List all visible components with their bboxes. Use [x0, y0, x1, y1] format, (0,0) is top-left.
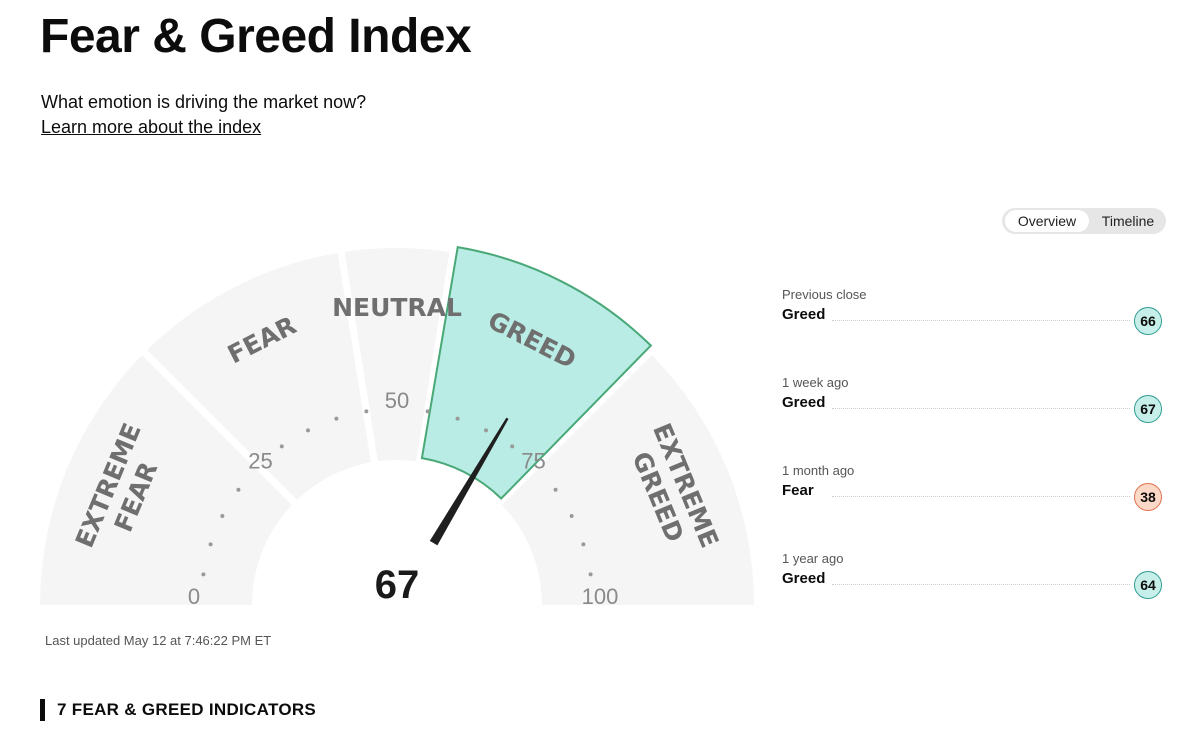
history-value-badge: 67: [1134, 395, 1162, 423]
history-label: 1 month ago: [782, 463, 855, 478]
learn-more-link[interactable]: Learn more about the index: [41, 117, 262, 137]
gauge-score-group: 67: [325, 533, 469, 630]
gauge-segment-extreme-greed: [499, 352, 754, 605]
gauge-tick-25: 25: [248, 449, 272, 474]
history-value-badge: 64: [1134, 571, 1162, 599]
history-rating: Greed: [782, 394, 826, 411]
gauge-dot: [208, 542, 213, 547]
gauge-dot: [364, 409, 369, 414]
gauge-tick-100: 100: [582, 584, 619, 609]
gauge-tick-50: 50: [385, 388, 409, 413]
gauge-dot: [581, 542, 586, 547]
gauge-dot: [201, 572, 206, 577]
history-panel: Previous close Greed 66 1 week ago Greed…: [782, 287, 1162, 639]
page-subtitle: What emotion is driving the market now?: [41, 92, 367, 112]
gauge-dot: [279, 444, 284, 449]
gauge-dot: [306, 428, 311, 433]
gauge-center-disc: [325, 533, 469, 630]
gauge-separator: [415, 249, 457, 465]
gauge-segment-extreme-fear: [40, 352, 295, 605]
dotted-leader: [832, 496, 1130, 497]
view-toggle: Overview Timeline: [1002, 208, 1166, 234]
history-label: 1 year ago: [782, 551, 844, 566]
gauge-dot: [588, 572, 593, 577]
gauge-tick-0: 0: [188, 584, 200, 609]
gauge-separator: [495, 348, 654, 507]
history-rating: Fear: [782, 482, 814, 499]
gauge-separator: [140, 348, 299, 507]
history-label: 1 week ago: [782, 375, 849, 390]
gauge-dot: [455, 416, 460, 421]
indicators-heading: 7 FEAR & GREED INDICATORS: [40, 699, 316, 721]
gauge-dial-dots: [201, 409, 593, 577]
gauge-needle: [415, 417, 509, 569]
gauge-segment-greed-active: [420, 245, 653, 500]
gauge-dot: [220, 514, 225, 519]
history-item-1-year-ago: 1 year ago Greed 64: [782, 551, 1162, 639]
page-title: Fear & Greed Index: [40, 10, 472, 63]
gauge-dot: [236, 487, 241, 492]
timeline-tab[interactable]: Timeline: [1101, 213, 1155, 229]
gauge-label-neutral: NEUTRAL: [332, 293, 462, 322]
history-item-1-month-ago: 1 month ago Fear 38: [782, 463, 1162, 551]
dotted-leader: [832, 584, 1130, 585]
history-item-previous-close: Previous close Greed 66: [782, 287, 1162, 375]
gauge-label-text: NEUTRAL: [332, 293, 462, 322]
gauge-dot: [553, 487, 558, 492]
gauge-score: 67: [375, 563, 420, 607]
overview-tab[interactable]: Overview: [1005, 210, 1089, 232]
history-rating: Greed: [782, 570, 826, 587]
gauge-segment-fear: [144, 252, 375, 503]
history-item-1-week-ago: 1 week ago Greed 67: [782, 375, 1162, 463]
gauge-dot: [334, 416, 339, 421]
gauge-needle-group: [415, 417, 509, 569]
gauge-dot: [569, 514, 574, 519]
history-value-badge: 38: [1134, 483, 1162, 511]
dotted-leader: [832, 408, 1130, 409]
history-label: Previous close: [782, 287, 867, 302]
history-rating: Greed: [782, 306, 826, 323]
gauge-dot: [510, 444, 515, 449]
gauge-dot: [425, 409, 430, 414]
history-value-badge: 66: [1134, 307, 1162, 335]
dotted-leader: [832, 320, 1130, 321]
last-updated: Last updated May 12 at 7:46:22 PM ET: [45, 633, 272, 648]
gauge-tick-labels: 0 25 50 75 100: [188, 388, 618, 609]
gauge-separator: [337, 249, 379, 465]
gauge-dot: [483, 428, 488, 433]
gauge-tick-75: 75: [521, 449, 545, 474]
